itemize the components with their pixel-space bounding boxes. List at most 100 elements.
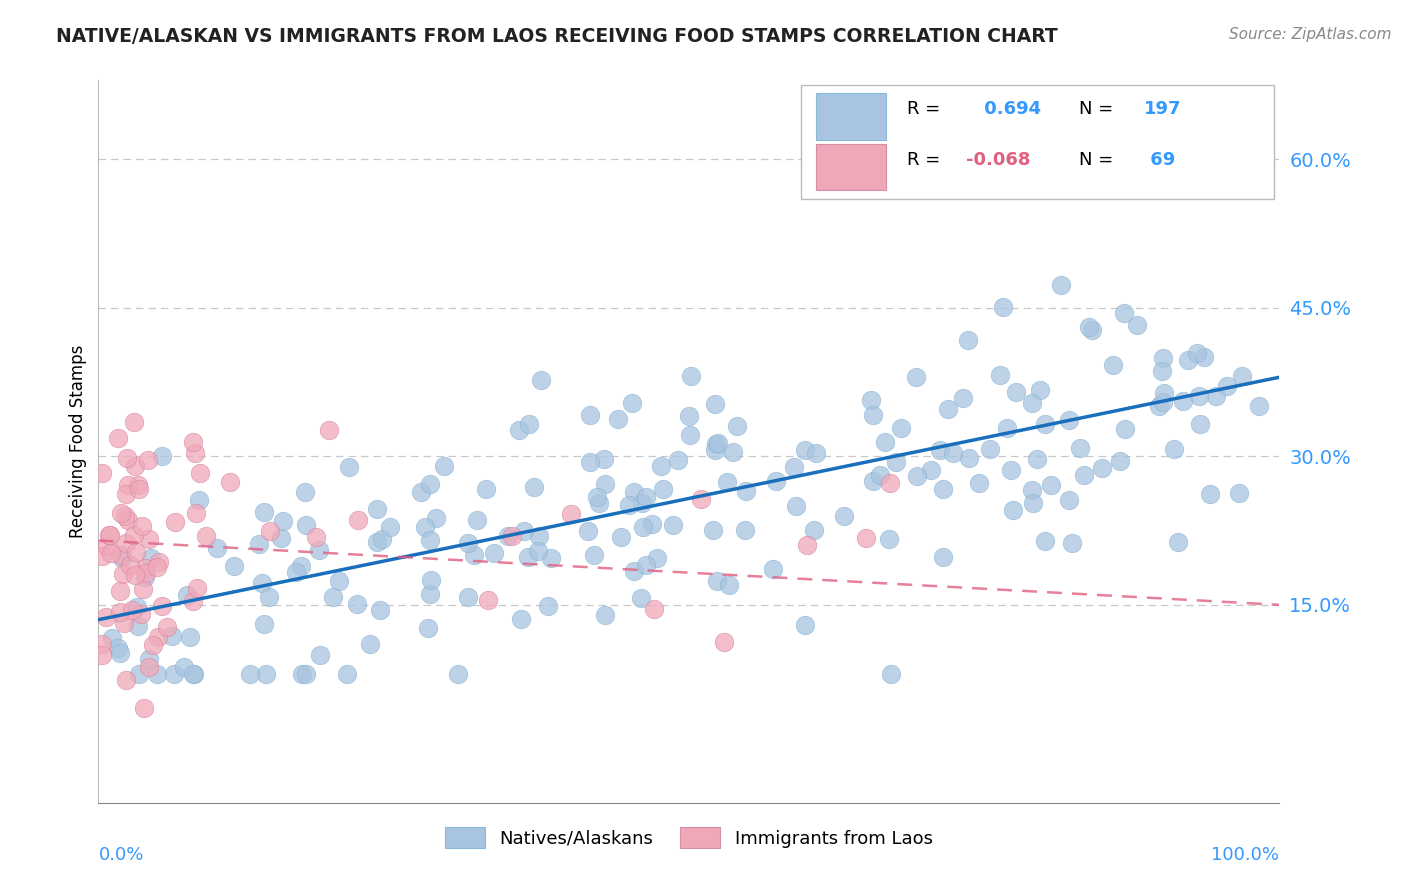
Point	[723, 445, 745, 459]
Point	[904, 370, 927, 384]
Point	[347, 513, 370, 527]
Point	[834, 509, 856, 524]
Point	[706, 574, 728, 588]
Point	[855, 531, 877, 545]
Point	[107, 431, 129, 445]
Point	[124, 545, 146, 559]
Point	[592, 452, 614, 467]
Point	[111, 566, 134, 581]
Point	[527, 529, 550, 543]
Point	[1040, 477, 1063, 491]
Point	[1001, 503, 1024, 517]
Point	[651, 482, 673, 496]
Point	[309, 648, 332, 662]
Point	[1091, 461, 1114, 475]
Point	[413, 520, 436, 534]
Point	[110, 548, 132, 562]
Point	[115, 535, 138, 549]
Point	[250, 575, 273, 590]
Point	[920, 463, 942, 477]
Point	[1185, 346, 1208, 360]
Point	[148, 556, 170, 570]
Point	[110, 605, 132, 619]
Point	[114, 508, 136, 523]
Point	[931, 550, 953, 565]
Point	[318, 423, 340, 437]
Point	[124, 528, 146, 542]
Point	[1057, 412, 1080, 426]
Point	[630, 591, 652, 605]
Point	[111, 551, 134, 566]
Point	[91, 549, 114, 564]
Point	[1163, 442, 1185, 456]
Text: N =: N =	[1078, 100, 1119, 118]
Point	[96, 539, 118, 553]
Point	[679, 428, 702, 442]
Point	[782, 460, 804, 475]
Text: 0.0%: 0.0%	[98, 847, 143, 864]
Point	[183, 446, 205, 460]
Text: 100.0%: 100.0%	[1212, 847, 1279, 864]
Point	[1033, 417, 1056, 431]
Point	[142, 639, 165, 653]
Point	[1060, 535, 1083, 549]
Point	[995, 421, 1018, 435]
Point	[91, 637, 114, 651]
Point	[576, 524, 599, 538]
Point	[131, 582, 153, 597]
Point	[117, 477, 139, 491]
Point	[132, 701, 155, 715]
Point	[643, 602, 665, 616]
Point	[991, 301, 1014, 315]
Point	[633, 519, 655, 533]
Point	[359, 637, 381, 651]
Point	[1188, 389, 1211, 403]
Point	[1000, 463, 1022, 477]
Text: R =: R =	[907, 100, 946, 118]
Point	[141, 550, 163, 565]
Point	[1069, 442, 1091, 456]
Point	[979, 442, 1001, 456]
Point	[862, 475, 884, 489]
Point	[957, 450, 980, 465]
Point	[617, 498, 640, 512]
Point	[804, 446, 827, 460]
Point	[187, 492, 209, 507]
Point	[150, 449, 173, 463]
Point	[98, 528, 121, 542]
Point	[794, 618, 817, 632]
Point	[765, 475, 787, 489]
Point	[1230, 369, 1253, 384]
Point	[294, 485, 316, 500]
Text: NATIVE/ALASKAN VS IMMIGRANTS FROM LAOS RECEIVING FOOD STAMPS CORRELATION CHART: NATIVE/ALASKAN VS IMMIGRANTS FROM LAOS R…	[56, 27, 1057, 45]
Point	[148, 630, 170, 644]
Point	[129, 607, 152, 621]
Point	[1021, 483, 1043, 497]
Point	[474, 482, 496, 496]
Point	[477, 593, 499, 607]
Point	[929, 443, 952, 458]
Point	[725, 418, 748, 433]
Point	[704, 397, 727, 411]
Point	[621, 395, 644, 409]
Point	[1049, 277, 1071, 292]
Point	[420, 574, 443, 588]
Text: 0.694: 0.694	[979, 100, 1042, 118]
Point	[295, 518, 318, 533]
Point	[516, 550, 538, 565]
Point	[1152, 351, 1174, 365]
Point	[145, 559, 167, 574]
Point	[290, 559, 312, 574]
Point	[124, 567, 146, 582]
Point	[183, 667, 205, 681]
Point	[128, 667, 150, 681]
Point	[952, 391, 974, 405]
Point	[905, 468, 928, 483]
Point	[588, 496, 610, 510]
Point	[173, 660, 195, 674]
Point	[1167, 535, 1189, 549]
Point	[181, 594, 204, 608]
Point	[873, 434, 896, 449]
Point	[1021, 496, 1043, 510]
Text: N =: N =	[1078, 151, 1119, 169]
